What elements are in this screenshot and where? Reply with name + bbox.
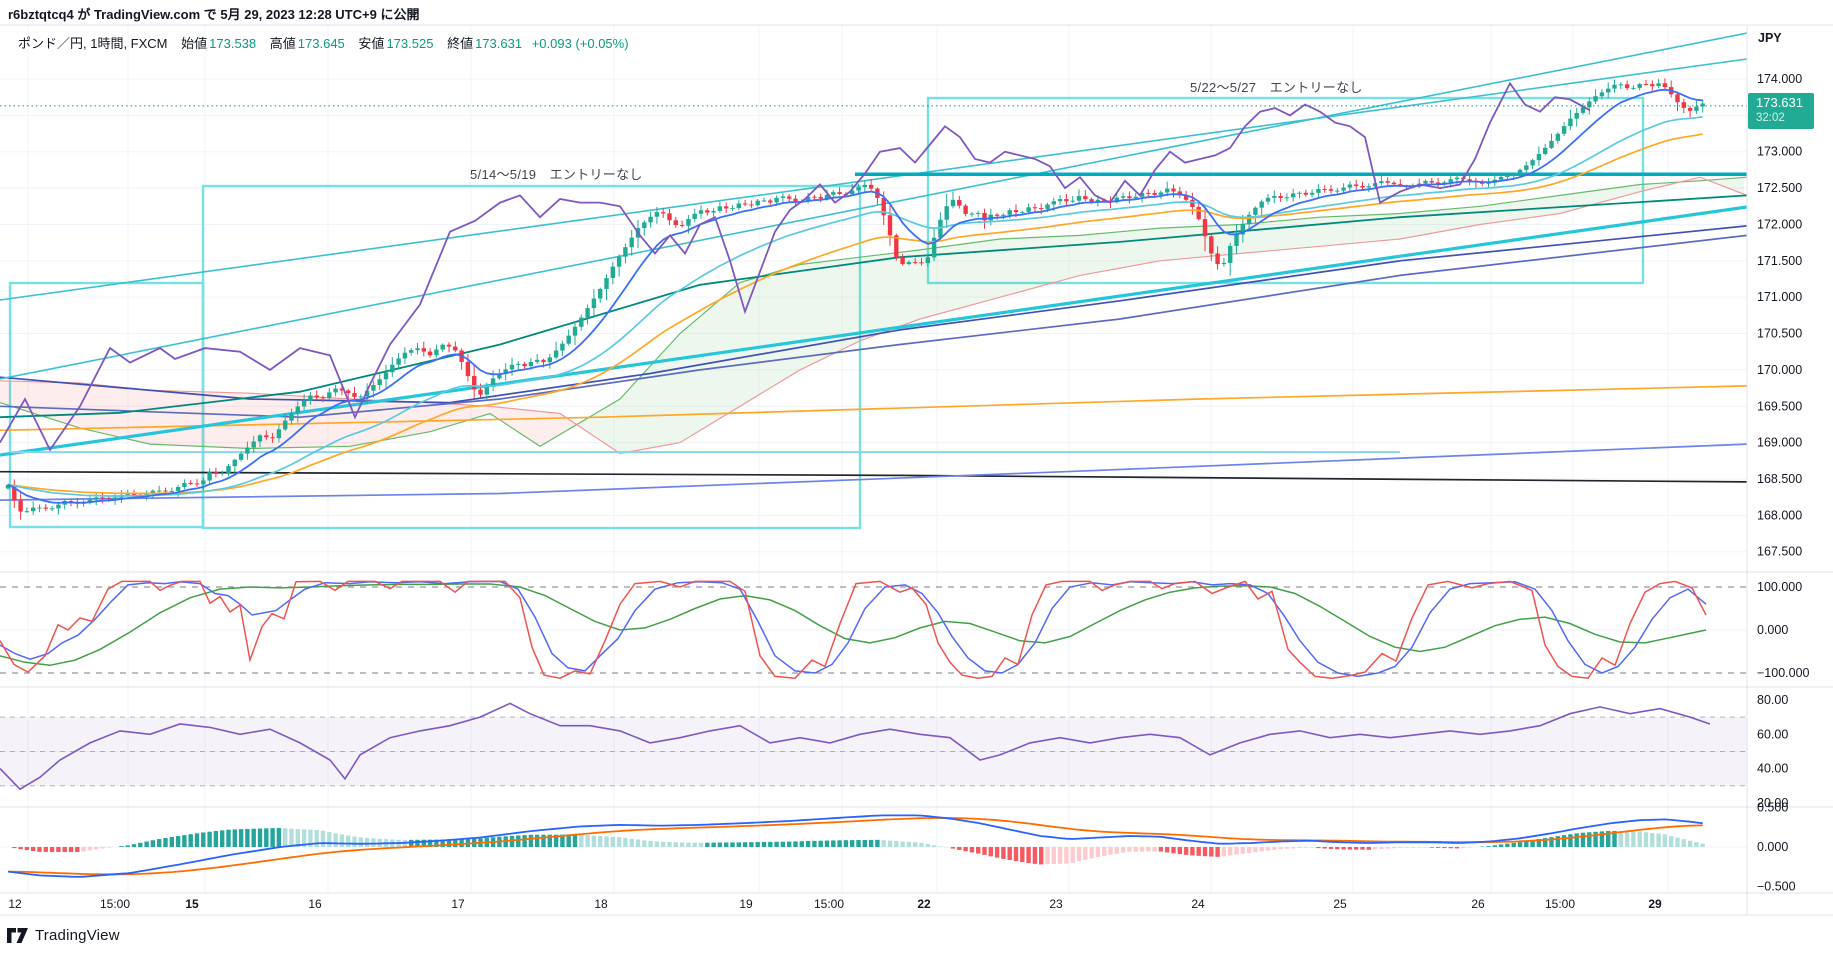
svg-text:168.500: 168.500 — [1757, 472, 1802, 486]
svg-text:0.500: 0.500 — [1757, 801, 1788, 815]
svg-text:172.000: 172.000 — [1757, 217, 1802, 231]
publish-header[interactable]: r6bztqtcq4 が TradingView.com で 5月 29, 20… — [8, 7, 420, 22]
tradingview-logo-icon — [7, 928, 28, 943]
svg-text:15:00: 15:00 — [814, 897, 844, 911]
close-value: 173.631 — [475, 36, 523, 51]
time-axis[interactable]: 12 15:00 15 16 17 18 19 15:00 22 23 24 25 26 15:00 29 — [8, 897, 1662, 911]
svg-text:80.00: 80.00 — [1757, 693, 1788, 707]
svg-text:167.500: 167.500 — [1757, 545, 1802, 559]
svg-text:170.000: 170.000 — [1757, 363, 1802, 377]
candles — [5, 78, 1705, 520]
svg-text:15:00: 15:00 — [100, 897, 130, 911]
annotation-no-entry-1: 5/14～5/19 エントリーなし — [470, 167, 643, 182]
svg-text:0.000: 0.000 — [1757, 840, 1788, 854]
open-value: 173.538 — [209, 36, 257, 51]
svg-text:26: 26 — [1471, 897, 1485, 911]
symbol-title[interactable]: ポンド／円, 1時間, FXCM — [18, 36, 168, 51]
svg-text:−0.500: −0.500 — [1757, 880, 1796, 894]
svg-text:169.500: 169.500 — [1757, 399, 1802, 413]
svg-text:25: 25 — [1333, 897, 1347, 911]
svg-text:29: 29 — [1648, 897, 1662, 911]
low-label: 安値 — [358, 36, 385, 51]
svg-text:172.500: 172.500 — [1757, 181, 1802, 195]
svg-text:JPY: JPY — [1758, 31, 1782, 45]
rsi-pane[interactable] — [0, 702, 1747, 791]
osc-pane[interactable] — [0, 580, 1747, 679]
svg-text:22: 22 — [917, 897, 931, 911]
svg-text:0.000: 0.000 — [1757, 623, 1788, 637]
svg-text:12: 12 — [8, 897, 22, 911]
main-pane[interactable] — [0, 32, 1747, 530]
svg-text:16: 16 — [308, 897, 322, 911]
svg-text:18: 18 — [594, 897, 608, 911]
svg-text:15:00: 15:00 — [1545, 897, 1575, 911]
svg-text:173.000: 173.000 — [1757, 145, 1802, 159]
svg-text:17: 17 — [451, 897, 465, 911]
svg-text:19: 19 — [739, 897, 753, 911]
svg-text:40.00: 40.00 — [1757, 762, 1788, 776]
high-label: 高値 — [269, 36, 296, 51]
grid — [0, 25, 1747, 893]
svg-text:15: 15 — [185, 897, 199, 911]
svg-text:24: 24 — [1191, 897, 1205, 911]
svg-text:100.000: 100.000 — [1757, 580, 1802, 594]
svg-text:174.000: 174.000 — [1757, 72, 1802, 86]
svg-text:20.00: 20.00 — [1757, 796, 1788, 810]
bar-countdown: 32:02 — [1756, 112, 1785, 125]
svg-text:−100.000: −100.000 — [1757, 666, 1810, 680]
low-value: 173.525 — [386, 36, 434, 51]
open-label: 始値 — [181, 36, 208, 51]
price-axis[interactable]: JPY 174.000 173.000 172.500 172.000 171.500 17… — [1757, 31, 1810, 894]
svg-text:170.500: 170.500 — [1757, 327, 1802, 341]
svg-text:60.00: 60.00 — [1757, 727, 1788, 741]
last-price: 173.631 — [1756, 95, 1803, 110]
svg-text:171.000: 171.000 — [1757, 290, 1802, 304]
symbol-legend[interactable]: ポンド／円, 1時間, FXCM 始値 173.538 高値 173.645 安値 1… — [18, 33, 631, 52]
macd-pane[interactable] — [0, 814, 1747, 878]
high-value: 173.645 — [297, 36, 345, 51]
svg-text:169.000: 169.000 — [1757, 436, 1802, 450]
svg-text:171.500: 171.500 — [1757, 254, 1802, 268]
tradingview-logo[interactable]: TradingView — [7, 927, 120, 944]
annotation-no-entry-2: 5/22～5/27 エントリーなし — [1190, 80, 1363, 95]
svg-text:168.000: 168.000 — [1757, 508, 1802, 522]
close-label: 終値 — [447, 36, 474, 51]
svg-text:23: 23 — [1049, 897, 1063, 911]
pane-borders — [0, 24, 1833, 916]
tradingview-logo-text: TradingView — [35, 927, 120, 944]
last-price-badge: 173.631 32:02 — [1748, 93, 1814, 129]
change-value: +0.093 (+0.05%) — [531, 36, 629, 51]
